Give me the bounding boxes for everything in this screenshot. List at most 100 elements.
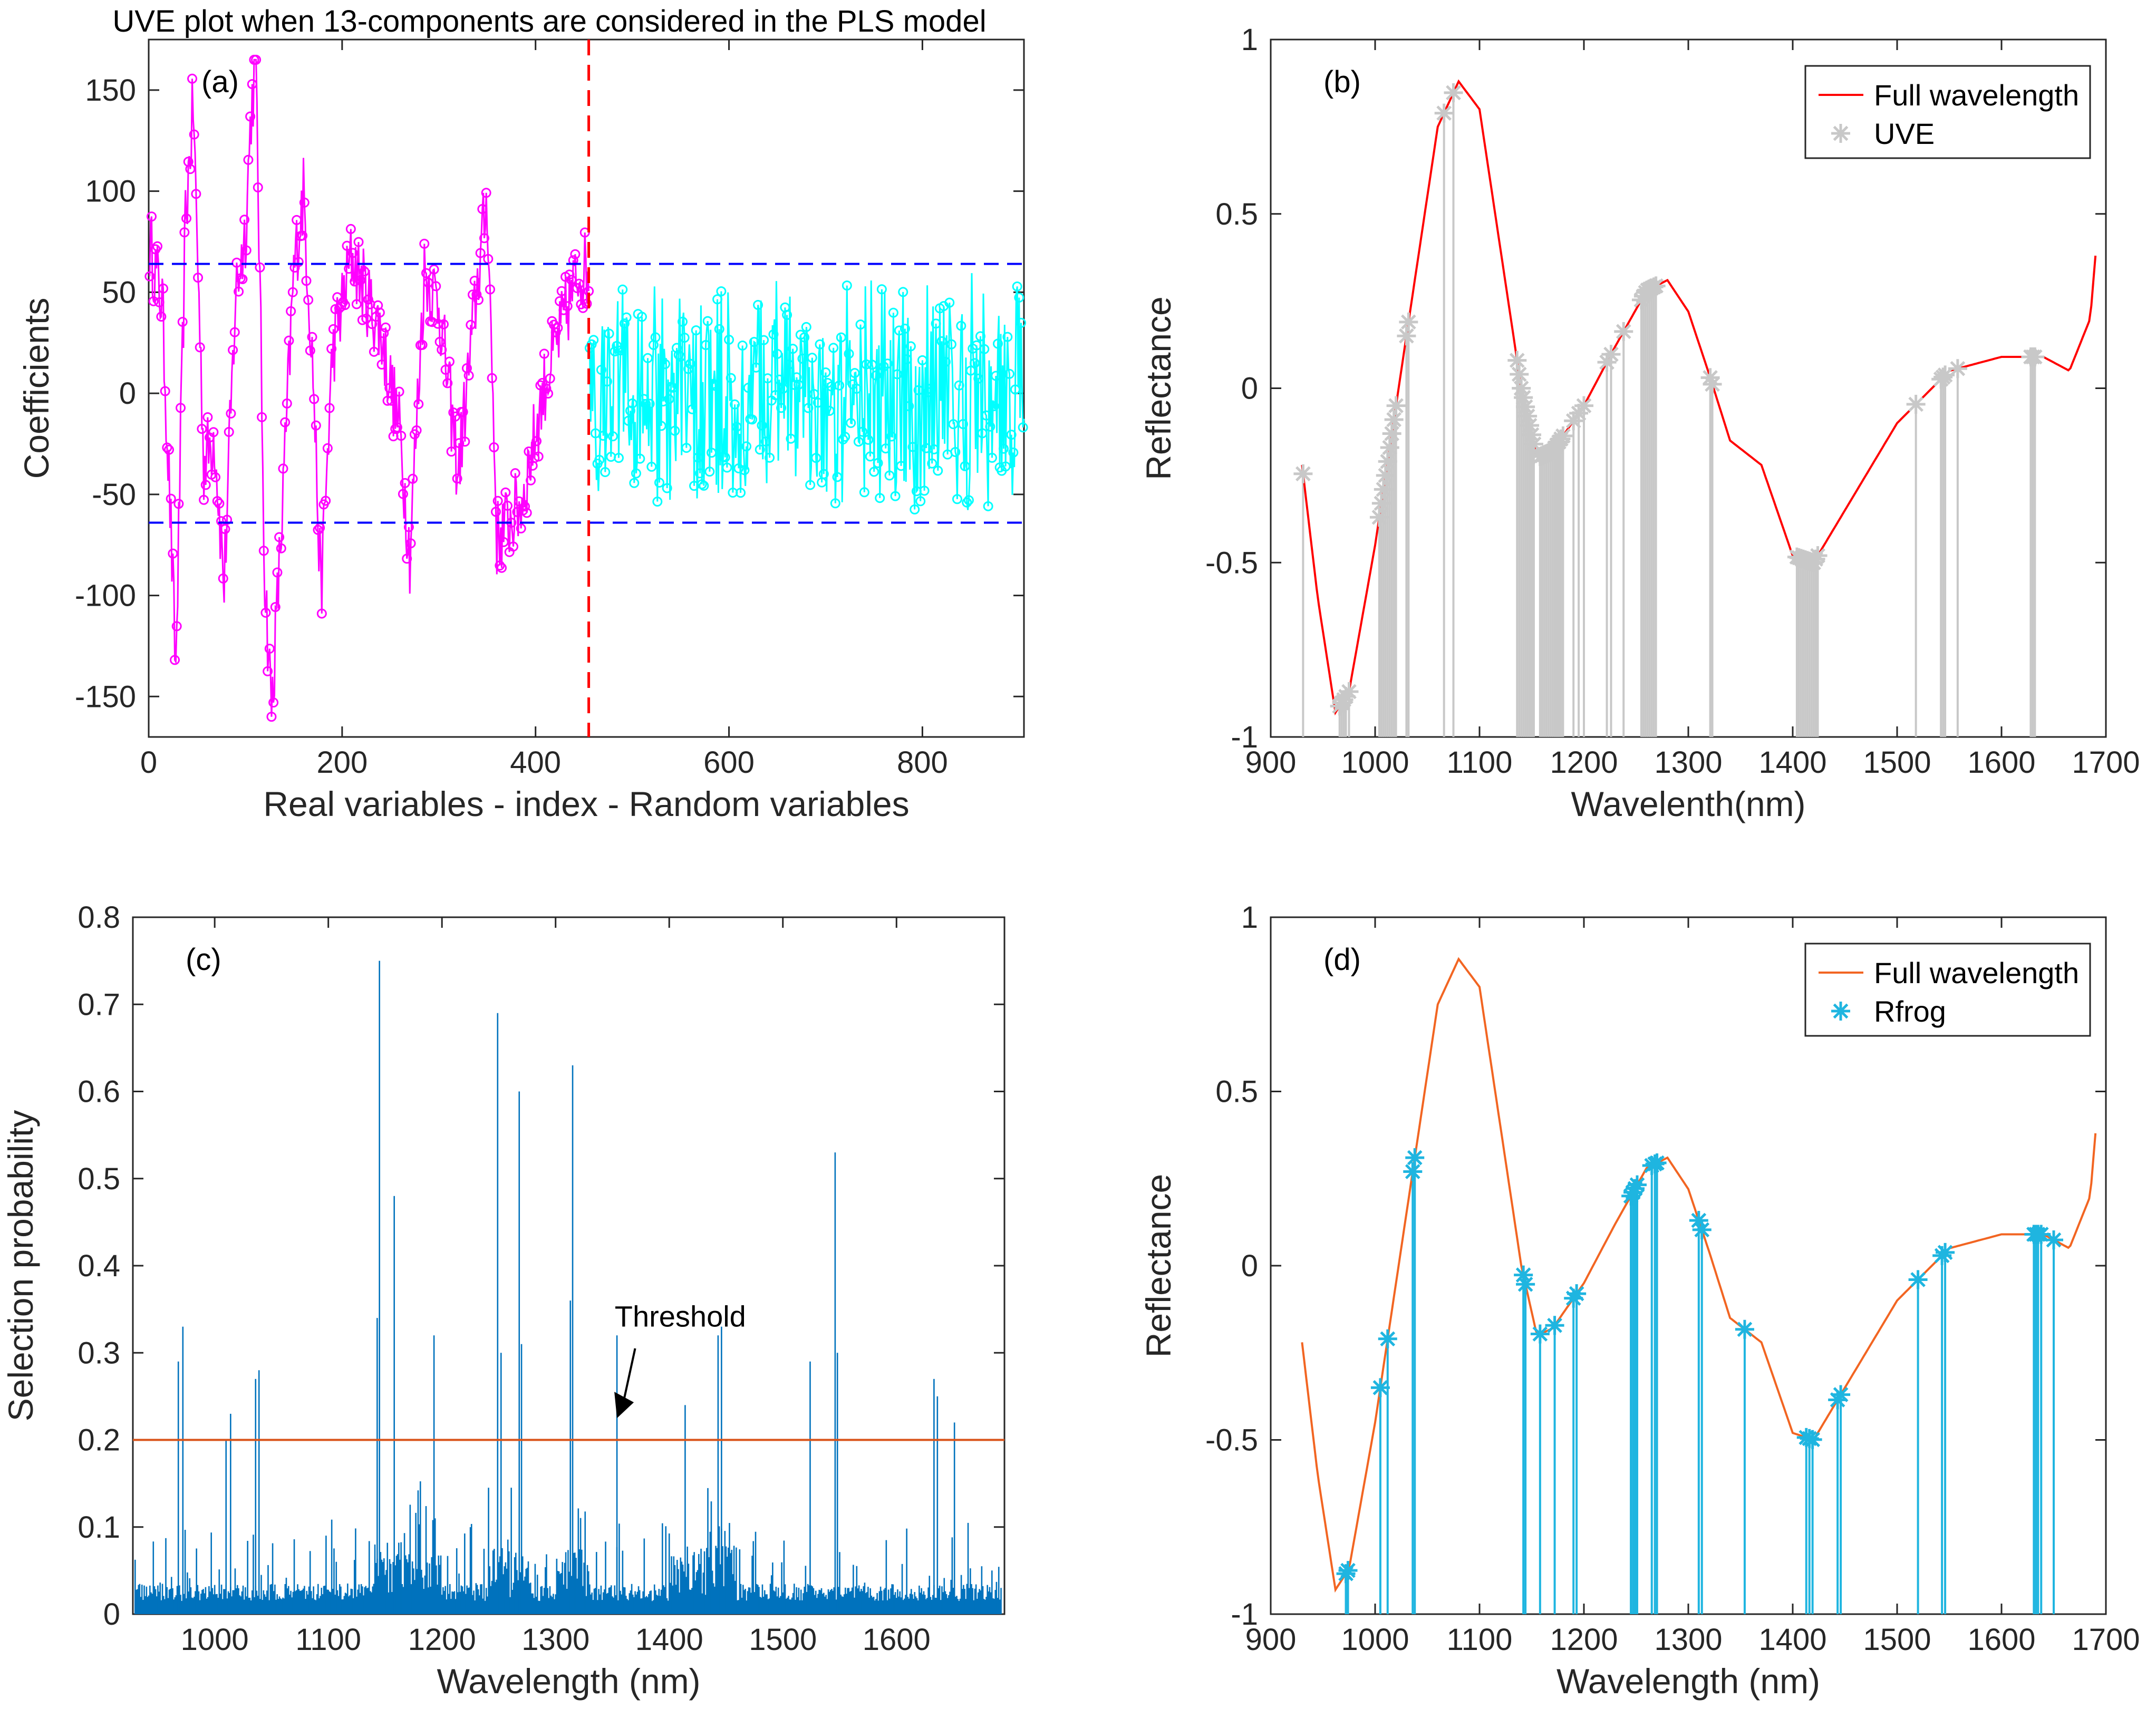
- probability-bar: [499, 1556, 501, 1614]
- probability-bar: [623, 1587, 625, 1614]
- probability-bar: [162, 1596, 165, 1614]
- data-point-random: [675, 352, 686, 362]
- probability-bar: [611, 1585, 612, 1614]
- data-point-random: [818, 469, 829, 479]
- probability-bar: [673, 1556, 675, 1614]
- data-point-random: [697, 479, 707, 490]
- selected-marker: [1567, 1284, 1587, 1304]
- probability-bar: [190, 1587, 192, 1614]
- probability-bar: [309, 1551, 311, 1614]
- probability-bar: [920, 1593, 921, 1614]
- probability-bar: [717, 1335, 719, 1614]
- probability-bar: [936, 1396, 939, 1614]
- probability-bar: [731, 1549, 733, 1614]
- panel-tag: (d): [1323, 943, 1361, 977]
- probability-bar: [656, 1595, 658, 1614]
- data-point-real: [243, 154, 254, 165]
- probability-bar: [172, 1588, 173, 1614]
- probability-bar: [441, 1595, 443, 1614]
- data-point-real: [148, 296, 159, 306]
- probability-bar: [562, 1562, 563, 1614]
- data-point-real: [305, 345, 315, 356]
- probability-bar: [466, 1585, 468, 1614]
- probability-bar: [974, 1588, 976, 1614]
- probability-bar: [333, 1548, 335, 1614]
- probability-bar: [797, 1597, 799, 1614]
- probability-bar: [990, 1592, 992, 1614]
- probability-bar: [906, 1528, 907, 1614]
- probability-bar: [169, 1588, 171, 1614]
- probability-bar: [146, 1586, 148, 1614]
- probability-bar: [844, 1587, 846, 1614]
- probability-bar: [330, 1592, 332, 1614]
- data-point-random: [1002, 332, 1013, 342]
- data-point-real: [176, 403, 186, 413]
- probability-bar: [775, 1587, 777, 1614]
- probability-bar: [407, 1562, 409, 1614]
- data-point-random: [979, 344, 990, 354]
- data-point-real: [369, 346, 379, 357]
- series-line-random: [588, 273, 1025, 510]
- probability-bar: [290, 1590, 292, 1614]
- probability-bar: [915, 1596, 917, 1614]
- data-point-random: [898, 287, 908, 297]
- probability-bar: [733, 1546, 735, 1614]
- probability-bar: [770, 1575, 772, 1614]
- legend-marker-swatch: [1831, 1002, 1850, 1021]
- probability-bar: [457, 1592, 459, 1614]
- data-point-real: [241, 245, 252, 256]
- probability-bar: [640, 1598, 642, 1614]
- probability-bar: [550, 1595, 552, 1614]
- probability-bar: [722, 1546, 723, 1614]
- data-point-random: [621, 312, 632, 323]
- data-point-random: [730, 399, 740, 410]
- data-point-random: [755, 444, 765, 455]
- data-point-random: [896, 461, 906, 471]
- data-point-real: [171, 621, 182, 632]
- data-point-random: [805, 480, 816, 490]
- probability-bar: [585, 1596, 587, 1614]
- panel-tag: (a): [201, 65, 239, 99]
- probability-bar: [657, 1595, 659, 1614]
- probability-bar: [275, 1599, 277, 1614]
- data-point-random: [975, 331, 985, 342]
- probability-bar: [513, 1583, 515, 1614]
- probability-bar: [314, 1599, 316, 1614]
- probability-bar: [184, 1530, 186, 1614]
- probability-bar: [197, 1585, 199, 1614]
- probability-bar: [501, 1548, 503, 1614]
- probability-bar: [710, 1501, 712, 1614]
- probability-bar: [967, 1522, 969, 1614]
- data-point-real: [481, 188, 491, 198]
- probability-bar: [270, 1584, 273, 1614]
- x-axis-label: Wavelength (nm): [437, 1662, 700, 1701]
- legend-label: UVE: [1874, 117, 1935, 150]
- data-point-random: [747, 414, 758, 425]
- data-point-random: [701, 340, 711, 351]
- data-point-random: [679, 333, 690, 343]
- data-point-random: [664, 394, 674, 404]
- probability-bar: [411, 1561, 413, 1614]
- y-tick-label: 0.4: [78, 1249, 120, 1283]
- data-point-real: [160, 386, 170, 396]
- probability-bar: [394, 1565, 397, 1614]
- probability-bar: [801, 1600, 803, 1614]
- y-tick-label: 1: [1241, 23, 1258, 57]
- probability-bar: [293, 1539, 295, 1614]
- probability-bar: [687, 1546, 689, 1614]
- data-point-real: [497, 562, 507, 573]
- probability-bar: [306, 1590, 308, 1614]
- probability-bar: [217, 1597, 219, 1614]
- probability-bar: [576, 1578, 578, 1614]
- legend: Full wavelength Rfrog: [1804, 943, 2091, 1037]
- data-point-random: [678, 316, 688, 327]
- data-point-real: [556, 286, 567, 296]
- probability-bar: [781, 1562, 782, 1614]
- probability-bar: [987, 1585, 988, 1614]
- probability-bar: [929, 1576, 931, 1614]
- data-point-random: [900, 323, 910, 334]
- probability-bar: [581, 1549, 583, 1614]
- y-axis-label: Coefficients: [17, 298, 56, 479]
- data-point-random: [919, 486, 930, 496]
- probability-bar: [757, 1585, 759, 1614]
